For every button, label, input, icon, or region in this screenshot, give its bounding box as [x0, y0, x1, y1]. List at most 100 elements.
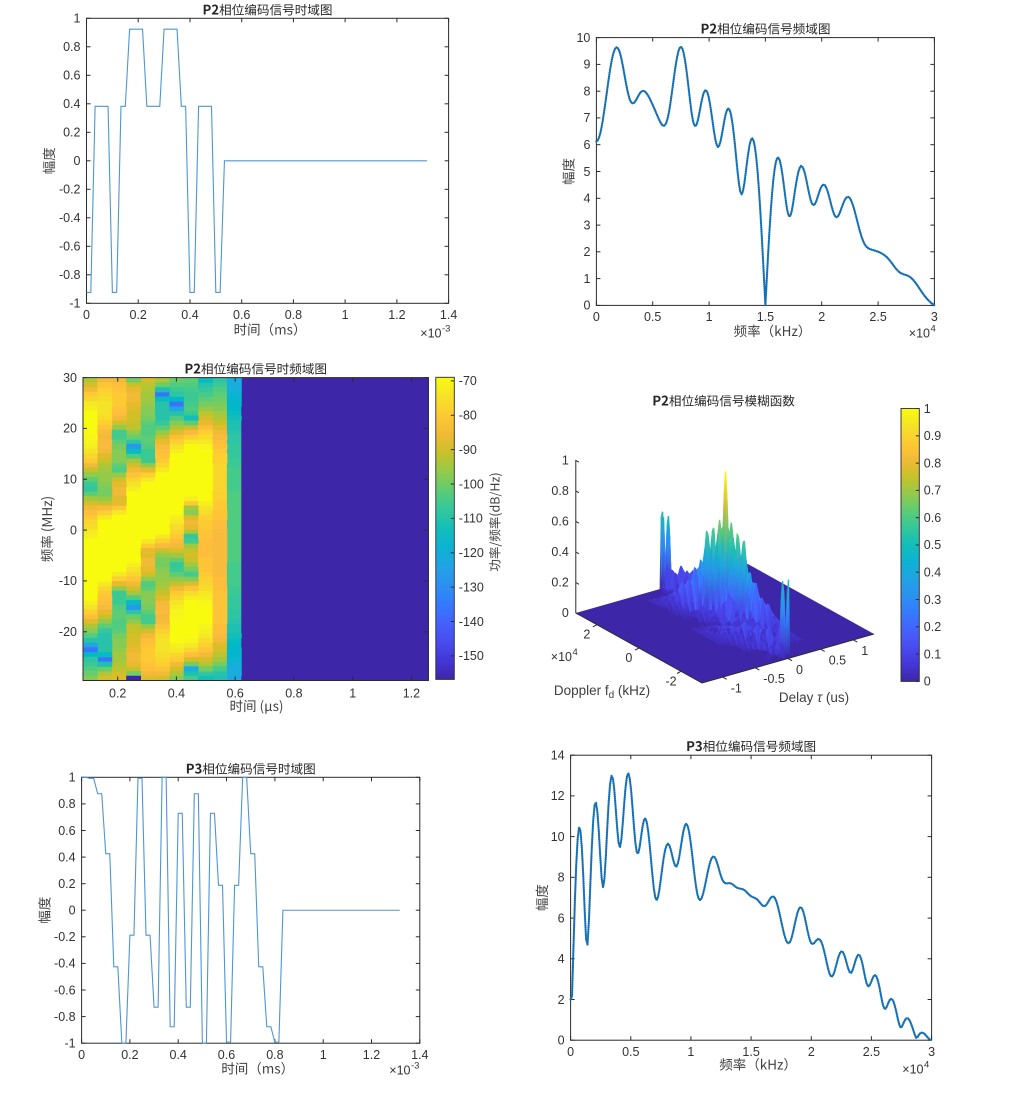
svg-text:0.6: 0.6 — [218, 1048, 235, 1062]
svg-text:3: 3 — [928, 1045, 935, 1059]
svg-text:6: 6 — [583, 138, 590, 152]
svg-text:0.8: 0.8 — [551, 484, 568, 498]
svg-text:1.4: 1.4 — [411, 1048, 428, 1062]
svg-text:-0.8: -0.8 — [54, 1010, 76, 1024]
svg-text:1.4: 1.4 — [440, 308, 457, 322]
svg-text:-1: -1 — [64, 1037, 75, 1051]
svg-text:-3: -3 — [411, 1060, 419, 1071]
svg-text:0.9: 0.9 — [924, 429, 941, 443]
svg-text:0.2: 0.2 — [551, 576, 568, 590]
svg-text:1: 1 — [687, 1045, 694, 1059]
svg-text:-0.8: -0.8 — [59, 268, 81, 282]
svg-text:1.5: 1.5 — [757, 310, 774, 324]
svg-text:0.8: 0.8 — [266, 1048, 283, 1062]
svg-text:1: 1 — [320, 1048, 327, 1062]
svg-text:4: 4 — [931, 324, 936, 335]
svg-text:×10: ×10 — [902, 1063, 923, 1077]
svg-text:1: 1 — [583, 272, 590, 286]
svg-text:-0.2: -0.2 — [59, 183, 81, 197]
svg-text:0.7: 0.7 — [924, 484, 941, 498]
svg-text:0.8: 0.8 — [58, 797, 75, 811]
svg-text:-1: -1 — [69, 297, 80, 311]
svg-text:0: 0 — [558, 1034, 565, 1048]
svg-text:0: 0 — [78, 1048, 85, 1062]
svg-text:Delay τ (us): Delay τ (us) — [779, 690, 849, 705]
svg-text:0: 0 — [567, 1045, 574, 1059]
svg-text:1: 1 — [861, 644, 868, 658]
svg-text:1: 1 — [69, 771, 76, 785]
svg-text:-140: -140 — [459, 615, 484, 629]
svg-text:Doppler fd (kHz): Doppler fd (kHz) — [554, 683, 650, 701]
svg-text:0.4: 0.4 — [170, 1048, 187, 1062]
svg-text:-2: -2 — [665, 674, 676, 688]
svg-text:10: 10 — [551, 830, 565, 844]
svg-text:0.4: 0.4 — [551, 545, 568, 559]
svg-text:0.4: 0.4 — [181, 308, 198, 322]
svg-text:0.2: 0.2 — [109, 687, 126, 701]
svg-text:2.5: 2.5 — [869, 310, 886, 324]
svg-text:0.8: 0.8 — [924, 456, 941, 470]
svg-text:8: 8 — [583, 85, 590, 99]
svg-text:-10: -10 — [59, 574, 77, 588]
svg-text:0.2: 0.2 — [121, 1048, 138, 1062]
svg-text:-150: -150 — [459, 649, 484, 663]
svg-text:×10: ×10 — [551, 650, 572, 664]
svg-text:8: 8 — [558, 871, 565, 885]
svg-text:0.2: 0.2 — [130, 308, 147, 322]
svg-text:0: 0 — [83, 308, 90, 322]
svg-text:0: 0 — [583, 299, 590, 313]
svg-text:10: 10 — [63, 473, 77, 487]
svg-text:14: 14 — [551, 749, 565, 763]
svg-text:4: 4 — [583, 192, 590, 206]
svg-text:1: 1 — [342, 308, 349, 322]
svg-text:0.6: 0.6 — [58, 824, 75, 838]
svg-text:0.8: 0.8 — [63, 40, 80, 54]
svg-text:0.6: 0.6 — [551, 514, 568, 528]
svg-text:0: 0 — [562, 606, 569, 620]
svg-text:2.5: 2.5 — [863, 1045, 880, 1059]
svg-text:-3: -3 — [442, 324, 450, 335]
svg-text:6: 6 — [558, 911, 565, 925]
svg-text:2: 2 — [818, 310, 825, 324]
svg-text:7: 7 — [583, 111, 590, 125]
svg-text:1.2: 1.2 — [403, 687, 420, 701]
svg-text:0.2: 0.2 — [58, 877, 75, 891]
svg-text:0: 0 — [625, 651, 632, 665]
svg-text:-0.6: -0.6 — [59, 240, 81, 254]
svg-text:-120: -120 — [459, 546, 484, 560]
svg-text:2: 2 — [558, 993, 565, 1007]
svg-text:0.4: 0.4 — [168, 687, 185, 701]
svg-text:-20: -20 — [59, 625, 77, 639]
svg-text:1: 1 — [74, 12, 81, 26]
svg-text:0: 0 — [70, 523, 77, 537]
svg-text:20: 20 — [63, 422, 77, 436]
svg-text:0.8: 0.8 — [285, 308, 302, 322]
svg-text:0.2: 0.2 — [924, 620, 941, 634]
svg-text:×10: ×10 — [420, 327, 441, 341]
svg-text:4: 4 — [558, 952, 565, 966]
svg-text:1.5: 1.5 — [742, 1045, 759, 1059]
svg-text:10: 10 — [576, 31, 590, 45]
svg-text:-0.4: -0.4 — [54, 957, 76, 971]
svg-text:1: 1 — [349, 687, 356, 701]
svg-text:0: 0 — [796, 663, 803, 677]
svg-text:-0.4: -0.4 — [59, 211, 81, 225]
svg-text:9: 9 — [583, 58, 590, 72]
svg-text:2: 2 — [583, 245, 590, 259]
svg-text:1.2: 1.2 — [363, 1048, 380, 1062]
svg-text:1: 1 — [924, 402, 931, 416]
svg-text:0.1: 0.1 — [924, 647, 941, 661]
svg-text:3: 3 — [931, 310, 938, 324]
svg-text:1.2: 1.2 — [388, 308, 405, 322]
svg-text:-0.2: -0.2 — [54, 930, 76, 944]
svg-text:-130: -130 — [459, 580, 484, 594]
svg-text:-70: -70 — [459, 374, 477, 388]
svg-text:×10: ×10 — [909, 327, 930, 341]
svg-text:5: 5 — [583, 165, 590, 179]
svg-text:0: 0 — [74, 154, 81, 168]
svg-text:0: 0 — [924, 675, 931, 689]
svg-text:3: 3 — [583, 218, 590, 232]
svg-text:-90: -90 — [459, 443, 477, 457]
svg-text:1: 1 — [562, 453, 569, 467]
svg-text:2: 2 — [808, 1045, 815, 1059]
